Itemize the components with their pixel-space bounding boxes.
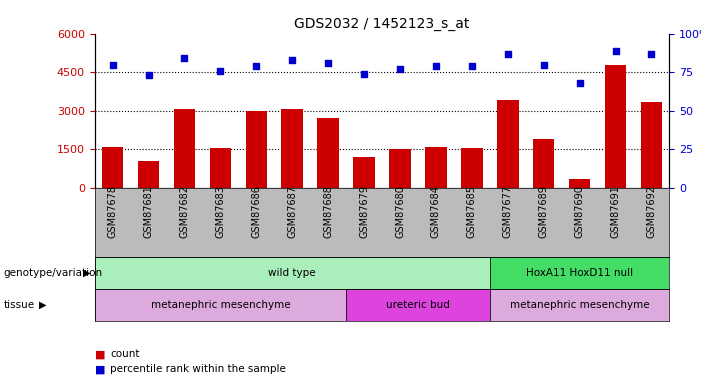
Point: [179, 56, 190, 62]
Text: HoxA11 HoxD11 null: HoxA11 HoxD11 null: [526, 268, 633, 278]
Text: count: count: [110, 350, 139, 359]
Bar: [210, 148, 231, 188]
Bar: [569, 178, 590, 188]
Text: tissue: tissue: [4, 300, 34, 310]
Point: [574, 80, 585, 86]
Point: [466, 63, 477, 69]
Bar: [353, 157, 375, 188]
Point: [395, 66, 406, 72]
Bar: [490, 289, 669, 321]
Point: [251, 63, 262, 69]
Bar: [389, 148, 411, 188]
Bar: [174, 110, 195, 188]
Bar: [95, 257, 490, 289]
Text: ▶: ▶: [39, 300, 47, 310]
Point: [430, 63, 442, 69]
Bar: [137, 160, 159, 188]
Bar: [533, 139, 554, 188]
Point: [322, 60, 334, 66]
Text: metanephric mesenchyme: metanephric mesenchyme: [510, 300, 649, 310]
Text: wild type: wild type: [268, 268, 316, 278]
Text: ■: ■: [95, 364, 105, 374]
Text: ureteric bud: ureteric bud: [386, 300, 450, 310]
Point: [538, 62, 550, 68]
Point: [215, 68, 226, 74]
Point: [502, 51, 513, 57]
Text: ▶: ▶: [83, 268, 90, 278]
Text: percentile rank within the sample: percentile rank within the sample: [110, 364, 286, 374]
Bar: [641, 102, 662, 188]
Bar: [282, 109, 303, 188]
Bar: [425, 147, 447, 188]
Bar: [102, 147, 123, 188]
Point: [287, 57, 298, 63]
Text: metanephric mesenchyme: metanephric mesenchyme: [151, 300, 290, 310]
Point: [646, 51, 657, 57]
Point: [143, 72, 154, 78]
Bar: [497, 100, 519, 188]
Text: genotype/variation: genotype/variation: [4, 268, 102, 278]
Point: [107, 62, 118, 68]
Bar: [605, 64, 627, 188]
Bar: [461, 147, 482, 188]
Bar: [95, 289, 346, 321]
Text: ■: ■: [95, 350, 105, 359]
Bar: [346, 289, 490, 321]
Bar: [318, 118, 339, 188]
Title: GDS2032 / 1452123_s_at: GDS2032 / 1452123_s_at: [294, 17, 470, 32]
Bar: [490, 257, 669, 289]
Bar: [245, 111, 267, 188]
Point: [610, 48, 621, 54]
Point: [358, 71, 369, 77]
